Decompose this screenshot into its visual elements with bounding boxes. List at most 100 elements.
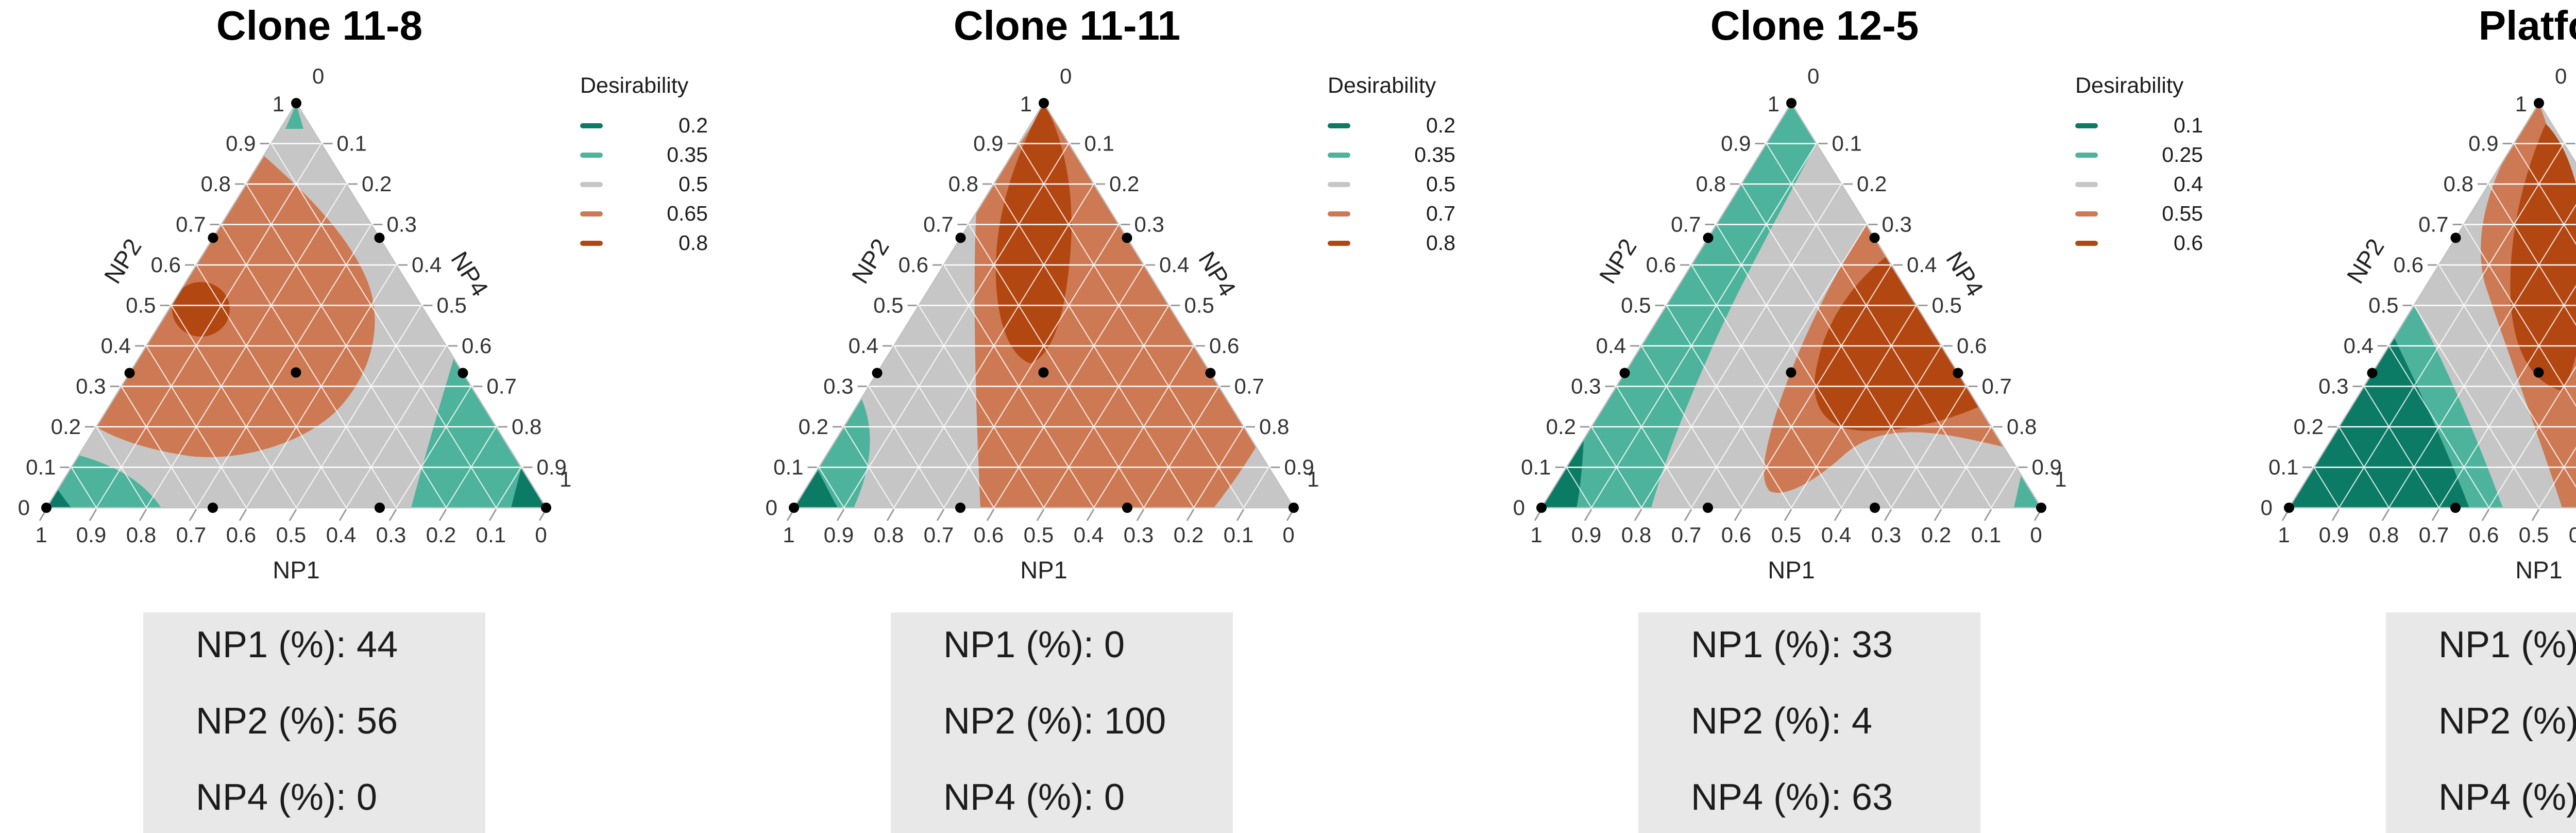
axis-tick-label: 0.8 [1696, 172, 1726, 196]
panel-title: Clone 11-11 [953, 3, 1181, 48]
legend-item: 0.8 [1328, 228, 1455, 258]
design-point-dot [208, 232, 218, 243]
design-point-dot [291, 98, 301, 108]
axis-tick-label: 0.8 [948, 172, 978, 196]
grid-line [96, 426, 147, 508]
design-point-dot [124, 368, 135, 378]
grid-line [1591, 143, 1817, 508]
design-point-dot [2450, 232, 2461, 243]
design-point-dot [291, 367, 301, 378]
legend: Desirability 0.2 0.35 0.5 0.7 0.8 [1328, 73, 1455, 258]
legend-swatch [580, 181, 603, 187]
axis-tick-label: 0.6 [462, 334, 492, 358]
grid-line [1043, 305, 1170, 508]
axis-tick-label: 0.7 [1982, 374, 2012, 398]
axis-tick-label: 0.7 [176, 212, 206, 237]
axis-label-np2: NP2 [98, 234, 146, 288]
axis-tick-label: 0.1 [1832, 131, 1862, 156]
axis-tick-label: 0.4 [1596, 334, 1626, 358]
axis-tick-label: 0.8 [2007, 414, 2037, 439]
axis-tick-label: 0.6 [1646, 253, 1676, 277]
tick-mark [1236, 509, 1245, 521]
axis-tick-label: 1 [2055, 467, 2066, 491]
axis-tick-label: 0.6 [2469, 523, 2499, 547]
axis-tick-label: 0.2 [426, 523, 456, 547]
axis-tick-label: 1 [560, 467, 571, 491]
solution-line: NP4 (%): 0 [943, 777, 1125, 818]
design-point-dot [1122, 232, 1132, 243]
axis-tick-label: 0.7 [1671, 523, 1701, 547]
grid-line [818, 467, 844, 508]
tick-mark [1186, 509, 1195, 521]
axes-layer: 10.90.80.70.60.50.40.30.20.1000.10.20.30… [1513, 64, 2067, 584]
design-point-dot [374, 503, 385, 513]
solution-line: NP2 (%): 65 [2438, 701, 2576, 742]
legend-value: 0.6 [2174, 231, 2203, 255]
axis-tick-label: 0.3 [2318, 374, 2348, 398]
solution-line: NP4 (%): 0 [196, 777, 378, 818]
design-point-dot [2036, 503, 2046, 513]
grid-line [171, 305, 297, 508]
axis-label-np1: NP1 [1768, 556, 1815, 584]
legend-item: 0.5 [1328, 170, 1455, 199]
contour-region-teal [411, 358, 546, 508]
design-point-dot [1703, 503, 1714, 513]
axis-tick-label: 0.8 [126, 523, 156, 547]
design-point-dot [955, 232, 966, 243]
grid-line [918, 305, 1044, 508]
axis-tick-label: 0.5 [2368, 293, 2398, 318]
grid-line [1143, 386, 1219, 508]
legend-swatch [2075, 181, 2098, 187]
panel-title: Clone 11-8 [216, 3, 423, 48]
legend-title: Desirability [2075, 73, 2184, 98]
design-point-dot [208, 503, 218, 513]
contour-region-dark-teal [794, 469, 838, 508]
grid-line [1666, 305, 1792, 508]
axis-tick-label: 0.2 [799, 414, 828, 439]
axis-tick-label: 0 [2030, 523, 2042, 547]
axis-tick-label: 1 [2515, 92, 2527, 116]
tick-mark [488, 509, 497, 521]
axis-tick-label: 0.3 [1871, 523, 1901, 547]
axis-tick-label: 0.6 [1957, 334, 1987, 358]
axis-tick-label: 0.1 [773, 455, 803, 479]
legend-value: 0.1 [2174, 113, 2203, 137]
solution-line: NP4 (%): 63 [1691, 777, 1893, 818]
legend-value: 0.8 [1426, 231, 1455, 255]
axis-tick-label: 0.3 [76, 374, 106, 398]
tick-mark [338, 509, 347, 521]
tick-mark [388, 509, 397, 521]
legend-swatch [1328, 211, 1350, 216]
tick-mark [986, 509, 995, 521]
tick-mark [1086, 509, 1095, 521]
legend-value: 0.35 [667, 143, 708, 166]
grid-line [1691, 224, 1867, 508]
axis-tick-label: 0.7 [2418, 212, 2448, 237]
axis-tick-label: 0.8 [1259, 414, 1289, 439]
grid-line [1991, 467, 2017, 508]
legend-item: 0.6 [2075, 228, 2203, 258]
grid-line [2463, 224, 2576, 407]
axis-tick-label: 0.8 [512, 414, 541, 439]
legend-rows: 0.2 0.35 0.5 0.7 0.8 [1328, 111, 1455, 258]
design-point-dot [1953, 368, 1963, 378]
contour-region-teal [46, 455, 161, 508]
design-point-dot [2534, 98, 2544, 108]
contour-region-dark-teal [511, 468, 546, 508]
axis-tick-label: 0.9 [2319, 523, 2349, 547]
axis-tick-label: 0.2 [1921, 523, 1951, 547]
grid-line [221, 224, 397, 508]
axes-layer: 10.90.80.70.60.50.40.30.20.1000.10.20.30… [18, 64, 572, 584]
axis-tick-label: 0.5 [1932, 293, 1962, 318]
axis-tick-label: 0.2 [1109, 172, 1139, 196]
design-point-dot [457, 368, 468, 378]
axis-tick-label: 0.8 [2369, 523, 2399, 547]
grid-line [1716, 224, 1892, 508]
legend-swatch [580, 152, 603, 158]
panel-clone-11-11: Clone 11-11 1 0.9 0.8 0.7 0.6 0.5 0.4 0.3 0.2 0.1… [748, 0, 1495, 833]
legend-item: 0.2 [1328, 111, 1455, 140]
solution-box: NP1 (%): 44 NP2 (%): 56 NP4 (%): 0 [143, 612, 485, 833]
design-point-dot [1869, 232, 1880, 243]
legend-item: 0.35 [1328, 140, 1455, 170]
axis-tick-label: 0.3 [387, 212, 417, 237]
